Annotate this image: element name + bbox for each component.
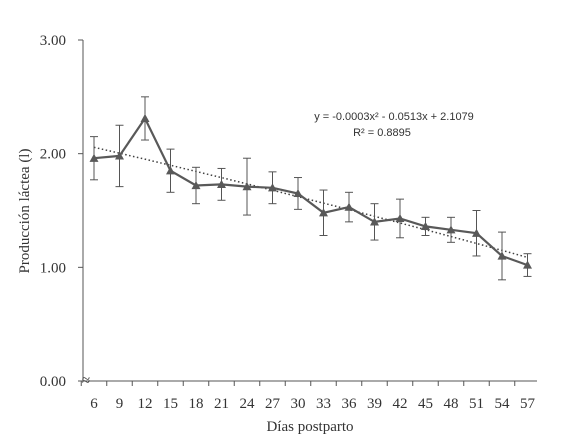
x-tick-label: 24 [240,396,256,412]
error-bars [90,96,532,281]
axis-break-marker: ≈ [82,373,90,389]
x-tick-label: 6 [90,396,98,412]
r-squared-label: R² = 0.8895 [353,127,411,139]
data-point-triangle [115,151,124,160]
data-point-triangle [191,180,201,190]
data-point-triangle [395,213,405,223]
trendline [93,146,528,259]
x-axis-title: Días postparto [266,419,353,435]
x-tick-label: 54 [495,396,511,412]
series-group [89,113,532,269]
data-point-triangle [217,179,226,188]
x-tick-label: 57 [520,396,536,412]
data-point-triangle [242,182,252,191]
x-tick-label: 9 [116,396,124,412]
data-point-triangle [268,183,277,192]
data-point-triangle [523,260,532,269]
x-tick-label: 45 [418,396,433,412]
x-tick-label: 33 [316,396,331,412]
series-line [93,116,528,267]
y-tick-label: 3.00 [40,33,66,49]
y-axis-title: Producción láctea (l) [17,149,33,274]
trendline-equation: y = -0.0003x² - 0.0513x + 2.1079 [314,111,474,123]
data-point-triangle [370,217,379,226]
x-tick-label: 39 [367,396,382,412]
x-tick-label: 15 [163,396,178,412]
trendline-group [93,146,528,259]
x-tick-label: 51 [469,396,484,412]
data-point-triangle [166,166,175,175]
data-point-triangle [140,113,150,123]
data-point-triangle [472,228,481,237]
data-point-triangle [421,221,430,231]
data-point-triangle [89,153,99,162]
x-tick-label: 21 [214,396,229,412]
data-point-triangle [497,251,507,260]
data-point-triangle [344,202,354,211]
x-tick-label: 30 [291,396,306,412]
axes: 0.00 1.00 2.00 3.00 6 9 12 15 18 21 24 27 30 33 36 39 42… [40,33,537,412]
x-tick-label: 27 [265,396,281,412]
x-tick-label: 36 [342,396,358,412]
y-tick-label: 1.00 [40,260,66,276]
data-point-triangle [319,208,328,217]
labels-group: y = -0.0003x² - 0.0513x + 2.1079 R² = 0.… [17,111,474,435]
data-point-triangle [293,188,303,198]
x-tick-label: 12 [138,396,153,412]
y-tick-label: 2.00 [40,147,66,163]
x-tick-label: 18 [189,396,204,412]
x-tick-label: 48 [444,396,459,412]
data-point-triangle [446,225,456,234]
x-tick-label: 42 [393,396,408,412]
y-tick-label: 0.00 [40,374,66,390]
